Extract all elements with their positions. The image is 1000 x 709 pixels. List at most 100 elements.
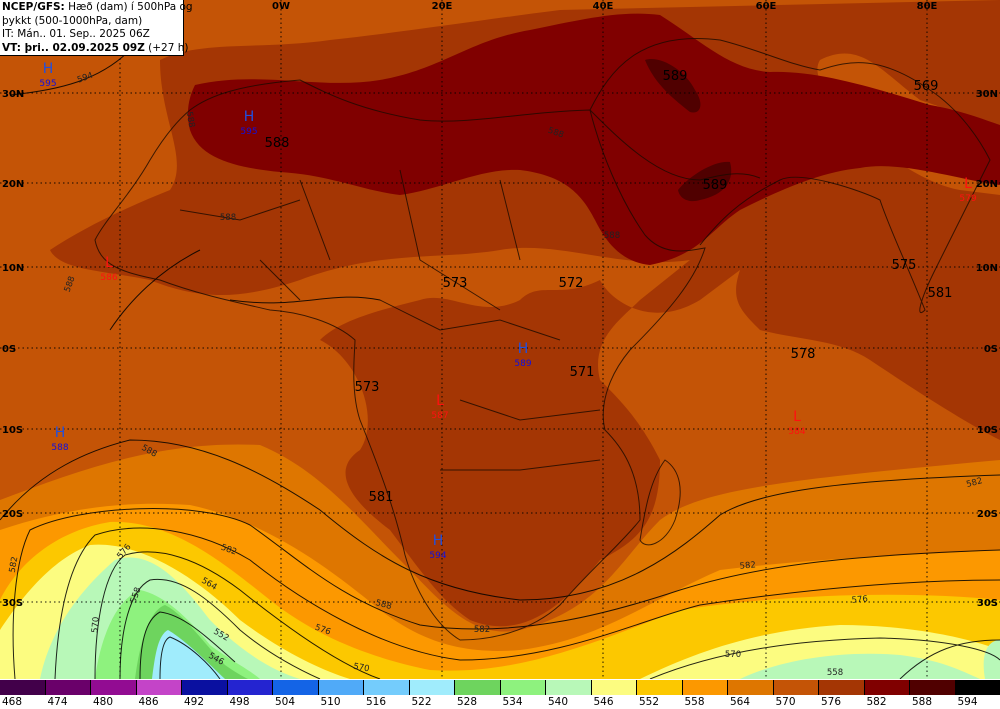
legend-swatch-564: [728, 680, 774, 695]
high-pressure-marker: H: [43, 61, 54, 77]
thickness-value: 575: [892, 258, 917, 273]
high-pressure-value: 588: [51, 443, 68, 453]
legend-swatch-486: [136, 680, 182, 695]
high-pressure-marker: H: [244, 109, 255, 125]
longitude-label: 20E: [432, 1, 453, 12]
legend-swatch-576: [819, 680, 865, 695]
thickness-value: 581: [369, 490, 394, 505]
longitude-label: 80E: [917, 1, 938, 12]
low-pressure-value: 579: [959, 194, 976, 204]
legend-swatch-522: [409, 680, 455, 695]
legend-swatch-570: [773, 680, 819, 695]
thickness-value: 573: [443, 276, 468, 291]
high-pressure-marker: H: [518, 341, 529, 357]
legend-swatch-546: [591, 680, 637, 695]
thickness-fill-546: [0, 544, 1000, 679]
longitude-label: 40E: [593, 1, 614, 12]
contour-label: 570: [90, 616, 101, 633]
legend-swatch-588: [910, 680, 956, 695]
legend-label: 552: [639, 696, 660, 708]
latitude-label-left: 30S: [2, 598, 23, 609]
legend-swatch-540: [546, 680, 592, 695]
legend-label: 498: [229, 696, 250, 708]
low-pressure-value: 586: [100, 273, 117, 283]
legend-swatch-582: [864, 680, 910, 695]
contour-label: 582: [474, 625, 490, 635]
longitude-label: 60E: [756, 1, 777, 12]
legend-label: 582: [866, 696, 887, 708]
legend-label: 564: [730, 696, 751, 708]
thickness-fill-588-arabia: [678, 161, 732, 202]
contour-label: 588: [184, 111, 197, 129]
contour-label: 576: [851, 594, 868, 605]
legend-swatch-510: [318, 680, 364, 695]
latitude-label-left: 20S: [2, 509, 23, 520]
legend-swatch-558: [682, 680, 728, 695]
thickness-value: 588: [265, 136, 290, 151]
latitude-label-right: 20S: [977, 509, 998, 520]
legend-label: 528: [457, 696, 478, 708]
high-pressure-value: 594: [429, 551, 446, 561]
legend-swatch-498: [227, 680, 273, 695]
forecast-hour: (+27 h): [144, 41, 189, 54]
contour-label: 588: [374, 598, 392, 612]
contour-label: 582: [739, 560, 756, 571]
latitude-label-right: 10S: [977, 425, 998, 436]
legend-label: 534: [502, 696, 523, 708]
latitude-label-right: 10N: [976, 263, 998, 274]
legend-label: 576: [821, 696, 842, 708]
legend-label: 516: [366, 696, 387, 708]
legend-label: 510: [320, 696, 341, 708]
high-pressure-marker: H: [433, 533, 444, 549]
legend-label: 558: [684, 696, 705, 708]
legend-swatch-534: [500, 680, 546, 695]
legend-label: 594: [957, 696, 978, 708]
latitude-label-left: 20N: [2, 179, 24, 190]
latitude-label-right: 30N: [976, 89, 998, 100]
latitude-label-left: 10S: [2, 425, 23, 436]
thickness-value: 571: [570, 365, 595, 380]
legend-swatch-468: [0, 680, 46, 695]
thickness-value: 589: [703, 178, 728, 193]
thickness-value: 578: [791, 347, 816, 362]
low-pressure-marker: L: [105, 255, 113, 271]
title-model: NCEP/GFS:: [2, 1, 65, 13]
weather-map: 0W 20E 40E 60E 80E 30N 20N 10N 0S 10S 20S 30S 30N 20N…: [0, 0, 1000, 679]
thickness-value: 589: [663, 69, 688, 84]
legend-label: 546: [593, 696, 614, 708]
title-field: Hæð (dam) í 500hPa og: [64, 1, 193, 13]
legend-label: 570: [775, 696, 796, 708]
thickness-fill-522: [152, 630, 225, 679]
legend-label: 540: [548, 696, 569, 708]
latitude-label-left: 10N: [2, 263, 24, 274]
high-pressure-value: 595: [240, 127, 257, 137]
contour-label: 582: [8, 556, 21, 574]
thickness-value: 572: [559, 276, 584, 291]
thickness-value: 581: [928, 286, 953, 301]
legend-swatch-528: [455, 680, 501, 695]
legend-label: 486: [138, 696, 159, 708]
latitude-label-left: 0S: [2, 344, 16, 355]
color-legend: 468 474 480 486 492 498 504 510 516 522 528 534 540 5…: [0, 679, 1000, 709]
latitude-label-left: 30N: [2, 89, 24, 100]
legend-swatch-474: [45, 680, 91, 695]
low-pressure-marker: L: [793, 409, 801, 425]
thickness-value: 573: [355, 380, 380, 395]
title-field-2: þykkt (500-1000hPa, dam): [2, 14, 143, 27]
low-pressure-value: 584: [788, 427, 805, 437]
high-pressure-value: 595: [39, 79, 56, 89]
legend-label: 522: [411, 696, 432, 708]
legend-label: 468: [2, 696, 23, 708]
latitude-label-right: 20N: [976, 179, 998, 190]
legend-label: 474: [47, 696, 68, 708]
legend-label: 504: [275, 696, 296, 708]
legend-swatch-480: [91, 680, 137, 695]
thickness-fill-588-north: [645, 59, 701, 113]
graticule: [0, 0, 1000, 679]
legend-swatch-504: [273, 680, 319, 695]
legend-label: 480: [93, 696, 114, 708]
contour-label: 588: [220, 213, 236, 223]
legend-label: 588: [912, 696, 933, 708]
contour-label: 558: [827, 668, 843, 678]
contour-label: 588: [604, 231, 620, 241]
